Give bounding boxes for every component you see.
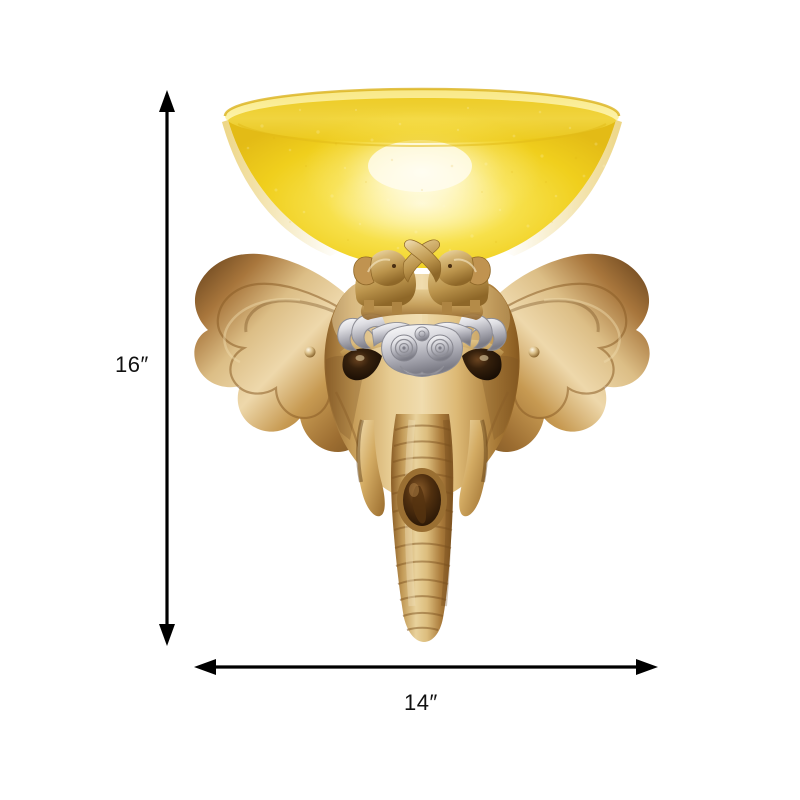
width-arrowhead-right: [636, 659, 658, 675]
shade-rim-outline: [223, 87, 621, 117]
baby-elephant-right: [404, 239, 491, 314]
tusk-right: [459, 420, 487, 517]
height-dimension-label: 16″: [115, 352, 149, 377]
eye-right-glint: [479, 355, 489, 361]
ear-left-crease: [244, 299, 345, 333]
glass-shade: [222, 87, 622, 268]
bulb-glow: [368, 140, 472, 192]
baby-elephant-left: [353, 239, 440, 314]
tusk-left: [357, 420, 385, 517]
height-arrowhead-bottom: [159, 624, 175, 646]
eye-right: [462, 348, 502, 381]
crown-rose-bud-inner: [418, 330, 426, 338]
trunk-medallion-glint: [409, 483, 419, 497]
elephant-tusks: [356, 419, 488, 517]
width-dimension-arrow: [194, 659, 658, 675]
shade-rim-band: [225, 89, 619, 143]
ear-left-folds: [216, 282, 367, 420]
ear-right-stud: [528, 346, 540, 358]
ear-right-crease: [499, 299, 600, 333]
ear-right-folds: [477, 282, 628, 420]
elephant-trunk: [391, 414, 454, 642]
eye-left: [342, 348, 382, 381]
trunk-shadow-edge: [441, 419, 452, 607]
crown-scroll-left: [351, 313, 391, 349]
height-arrowhead-top: [159, 90, 175, 112]
crown-rose-left: [390, 334, 418, 362]
crown-bottom-leaves: [399, 365, 445, 377]
height-dimension-arrow: [159, 90, 175, 646]
shade-inner-rim: [237, 123, 607, 148]
ear-left-stud: [304, 346, 316, 358]
baby-elephant-figurines: [353, 239, 491, 320]
crown-scroll-right: [453, 313, 493, 349]
ear-right-highlight: [543, 297, 621, 364]
dimension-annotations: [159, 90, 658, 675]
width-dimension-label: 14″: [404, 690, 438, 715]
shade-texture: [232, 106, 606, 252]
tusk-left-shadow: [356, 419, 364, 483]
tusk-right-shadow: [480, 419, 488, 483]
trunk-medallion-inner: [412, 486, 426, 524]
crown-rose-bud: [414, 326, 430, 342]
crown-rose-right: [426, 334, 454, 362]
eye-left-glint: [355, 355, 365, 361]
width-arrowhead-left: [194, 659, 216, 675]
silver-rose-crown: [337, 313, 507, 377]
ear-left-highlight: [223, 297, 301, 364]
